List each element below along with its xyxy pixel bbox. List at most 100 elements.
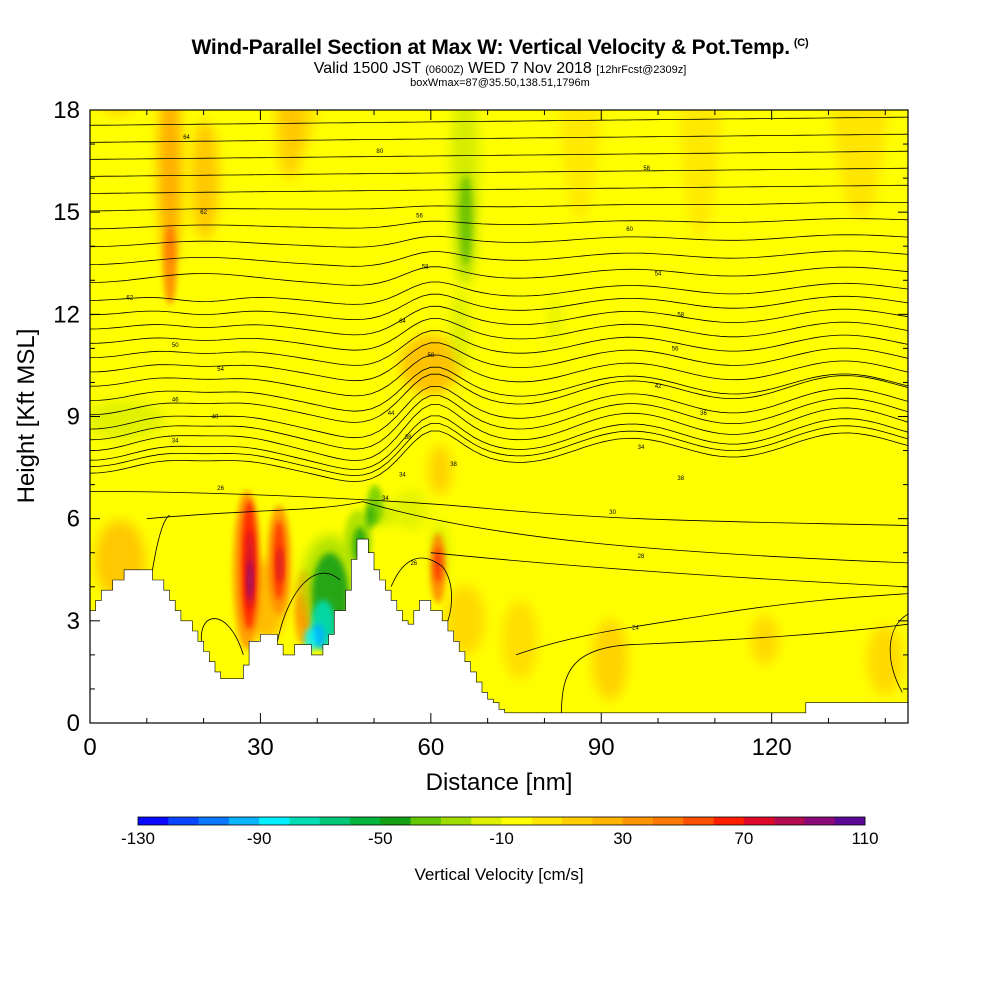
theta-label: 44 <box>388 411 395 417</box>
isentrope-line <box>201 618 244 656</box>
velocity-blob <box>751 615 779 665</box>
y-tick-label: 6 <box>67 506 80 533</box>
colorbar-tick-label: -130 <box>121 829 155 848</box>
velocity-blob <box>460 175 472 265</box>
y-tick-label: 15 <box>53 199 80 226</box>
y-tick-label: 12 <box>53 301 80 328</box>
theta-label: 26 <box>217 486 224 492</box>
colorbar-tick-label: 110 <box>851 829 878 848</box>
theta-label: 58 <box>643 166 650 172</box>
velocity-blob <box>247 560 253 600</box>
theta-label: 38 <box>405 435 412 441</box>
x-tick-label: 60 <box>417 734 444 761</box>
theta-label: 50 <box>172 343 179 349</box>
chart-title: Wind-Parallel Section at Max W: Vertical… <box>191 36 809 59</box>
colorbar-swatch <box>380 817 411 825</box>
velocity-blob <box>434 547 442 583</box>
velocity-blob <box>592 620 628 700</box>
colorbar-swatch <box>592 817 623 825</box>
isentrope-line <box>90 281 908 305</box>
theta-label: 64 <box>183 135 190 141</box>
velocity-blob <box>103 110 131 116</box>
velocity-blob <box>867 625 903 695</box>
velocity-blob <box>832 110 888 220</box>
isentrope-line <box>90 266 908 286</box>
velocity-blob <box>0 0 27 116</box>
theta-label: 28 <box>638 554 645 560</box>
colorbar-tick-label: 70 <box>734 829 753 848</box>
colorbar-swatch <box>168 817 199 825</box>
isentrope-line <box>561 623 908 713</box>
theta-label: 46 <box>172 397 179 403</box>
isentrope-line <box>90 415 908 471</box>
isentrope-line <box>90 250 908 267</box>
theta-label: 54 <box>655 271 662 277</box>
velocity-blob <box>163 225 177 305</box>
theta-label: 80 <box>376 149 383 155</box>
velocity-field <box>0 0 903 700</box>
velocity-blob <box>392 490 428 530</box>
isentrope-line <box>90 318 908 351</box>
isentrope-line <box>90 305 908 336</box>
colorbar-label: Vertical Velocity [cm/s] <box>414 865 583 884</box>
isentrope-line <box>90 167 908 177</box>
colorbar-swatch <box>440 817 472 825</box>
velocity-blob <box>502 600 538 680</box>
theta-label: 38 <box>677 476 684 482</box>
theta-label: 62 <box>126 295 133 301</box>
colorbar-swatch <box>501 817 533 825</box>
isentrope-line <box>90 373 908 423</box>
theta-label: 56 <box>416 214 423 220</box>
isentrope-line <box>90 330 908 366</box>
colorbar-tick-label: -10 <box>489 829 514 848</box>
theta-label: 42 <box>655 384 662 390</box>
y-tick-label: 3 <box>67 608 80 635</box>
theta-label: 54 <box>217 367 224 373</box>
colorbar-swatch <box>410 817 442 825</box>
colorbar-swatch <box>774 817 805 825</box>
isentrope-line <box>90 218 908 230</box>
isentrope-line <box>90 386 908 439</box>
colorbar-tick-label: 30 <box>613 829 632 848</box>
potential-temperature-contours <box>90 116 908 713</box>
theta-label: 36 <box>700 411 707 417</box>
colorbar-swatch <box>713 817 745 825</box>
velocity-blob <box>450 290 470 370</box>
isentrope-line <box>90 234 908 248</box>
isentrope-line <box>90 201 908 212</box>
chart-boxinfo: boxWmax=87@35.50,138.51,1796m <box>410 77 590 89</box>
x-axis: 0 30 60 90 120 <box>83 110 886 761</box>
isentrope-line <box>90 395 908 450</box>
x-tick-label: 30 <box>247 734 274 761</box>
y-tick-label: 9 <box>67 404 80 431</box>
colorbar-tick-label: -90 <box>247 829 272 848</box>
colorbar-swatch <box>350 817 381 825</box>
colorbar-swatch <box>743 817 775 825</box>
velocity-blob <box>428 445 452 495</box>
isentrope-line <box>90 404 908 462</box>
colorbar-swatch <box>804 817 836 825</box>
isentrope-line <box>90 293 908 321</box>
colorbar-frame <box>137 816 866 826</box>
isentrope-line <box>277 572 341 642</box>
isentrope-line <box>90 430 908 483</box>
y-axis-label: Height [Kft MSL] <box>13 329 40 504</box>
isentrope-line <box>90 491 908 526</box>
colorbar-swatch <box>289 817 321 825</box>
theta-label: 62 <box>200 210 207 216</box>
theta-label: 58 <box>427 353 434 359</box>
isentrope-line <box>152 514 170 570</box>
theta-label: 34 <box>382 496 389 502</box>
theta-label: 58 <box>677 312 684 318</box>
terrain-mask <box>89 538 909 724</box>
colorbar-swatch <box>228 817 260 825</box>
x-tick-label: 90 <box>588 734 615 761</box>
theta-label: 56 <box>672 346 679 352</box>
colorbar-tick-label: -50 <box>368 829 393 848</box>
isentrope-line <box>90 354 908 397</box>
isentrope-line <box>90 184 908 194</box>
colorbar: -130 -90 -50 -10 30 70 110 <box>121 816 879 848</box>
theta-label-group: 64 80 58 62 56 60 62 58 54 50 64 58 54 58 56 46 44 42 40 38… <box>126 135 707 631</box>
theta-label: 38 <box>450 462 457 468</box>
